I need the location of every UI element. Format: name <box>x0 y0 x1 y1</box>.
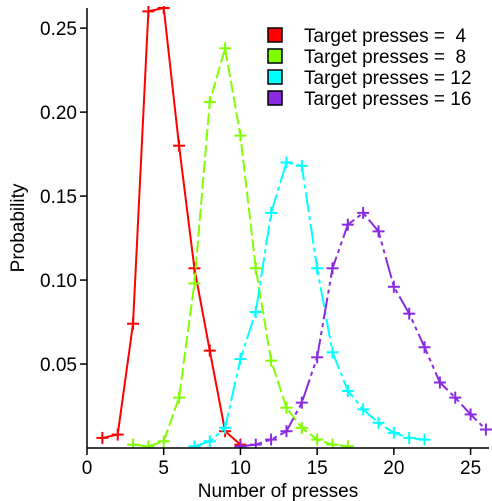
legend-label: Target presses = 16 <box>304 89 471 110</box>
data-point <box>295 396 308 409</box>
x-tick-label: 20 <box>383 458 404 479</box>
data-point <box>479 423 492 436</box>
legend-swatch <box>267 90 283 106</box>
x-tick-label: 10 <box>230 458 251 479</box>
series-line <box>240 211 487 448</box>
data-point <box>234 440 247 448</box>
data-point <box>234 129 247 142</box>
legend-item-2: Target presses = 8 <box>267 47 466 68</box>
data-point <box>142 6 155 18</box>
series-4 <box>234 206 492 448</box>
y-axis-title: Probability <box>8 183 29 272</box>
x-tick-label: 0 <box>82 458 93 479</box>
data-point <box>341 384 354 397</box>
data-point <box>203 344 216 357</box>
data-point <box>265 433 278 446</box>
data-point <box>96 431 109 444</box>
data-point <box>403 431 416 444</box>
data-point <box>127 317 140 330</box>
data-point <box>341 218 354 231</box>
x-tick-label: 5 <box>158 458 169 479</box>
y-tick-label: 0.05 <box>40 355 77 376</box>
data-point <box>280 425 293 438</box>
data-point <box>280 156 293 169</box>
legend-item-3: Target presses = 12 <box>267 68 471 89</box>
data-point <box>157 435 170 448</box>
data-point <box>357 206 370 219</box>
series-line <box>194 161 425 448</box>
y-tick-label: 0.15 <box>40 187 77 208</box>
legend-label: Target presses = 8 <box>304 47 466 68</box>
series-2 <box>127 42 354 448</box>
data-point <box>219 421 232 434</box>
legend-label: Target presses = 12 <box>304 68 471 89</box>
data-point <box>111 428 124 441</box>
data-point <box>403 307 416 320</box>
data-point <box>188 262 201 275</box>
data-point <box>357 403 370 416</box>
data-point <box>157 6 170 14</box>
series-line <box>102 6 242 446</box>
data-point <box>295 421 308 434</box>
data-point <box>464 408 477 421</box>
series-3 <box>188 156 431 448</box>
y-tick-label: 0.20 <box>40 103 77 124</box>
data-point <box>295 159 308 172</box>
data-point <box>249 262 262 275</box>
legend-swatch <box>267 69 283 85</box>
legend-item-1: Target presses = 4 <box>267 26 467 47</box>
data-point <box>203 96 216 109</box>
y-tick-label: 0.10 <box>40 271 77 292</box>
x-tick-label: 15 <box>307 458 328 479</box>
data-point <box>326 346 339 359</box>
axis-layer: 0 5 10 15 20 25 0.05 0.10 0.15 0.20 0.25 Number of … <box>8 8 489 501</box>
data-point <box>188 440 201 448</box>
data-point <box>234 352 247 365</box>
data-point <box>372 225 385 238</box>
series-layer <box>96 6 492 448</box>
data-point <box>265 354 278 367</box>
data-point <box>341 440 354 448</box>
data-point <box>387 426 400 439</box>
legend-swatch <box>267 48 283 64</box>
data-point <box>387 280 400 293</box>
data-point <box>127 438 140 448</box>
data-point <box>280 401 293 414</box>
data-point <box>173 391 186 404</box>
data-point <box>372 416 385 429</box>
x-tick-label: 25 <box>460 458 481 479</box>
data-point <box>311 351 324 364</box>
data-point <box>173 139 186 152</box>
series-1 <box>96 6 247 448</box>
legend-swatch <box>267 27 283 43</box>
data-point <box>265 206 278 219</box>
data-point <box>142 440 155 448</box>
data-point <box>326 438 339 448</box>
data-point <box>449 391 462 404</box>
data-point <box>249 305 262 318</box>
data-point <box>311 262 324 275</box>
y-tick-label: 0.25 <box>40 19 77 40</box>
data-point <box>188 277 201 290</box>
data-point <box>219 42 232 55</box>
data-point <box>311 433 324 446</box>
legend-item-4: Target presses = 16 <box>267 89 471 110</box>
data-point <box>203 435 216 448</box>
data-point <box>249 438 262 448</box>
data-point <box>433 376 446 389</box>
x-axis-title: Number of presses <box>198 481 359 501</box>
data-point <box>326 262 339 275</box>
data-point <box>418 341 431 354</box>
legend-label: Target presses = 4 <box>304 26 467 47</box>
data-point <box>418 433 431 446</box>
